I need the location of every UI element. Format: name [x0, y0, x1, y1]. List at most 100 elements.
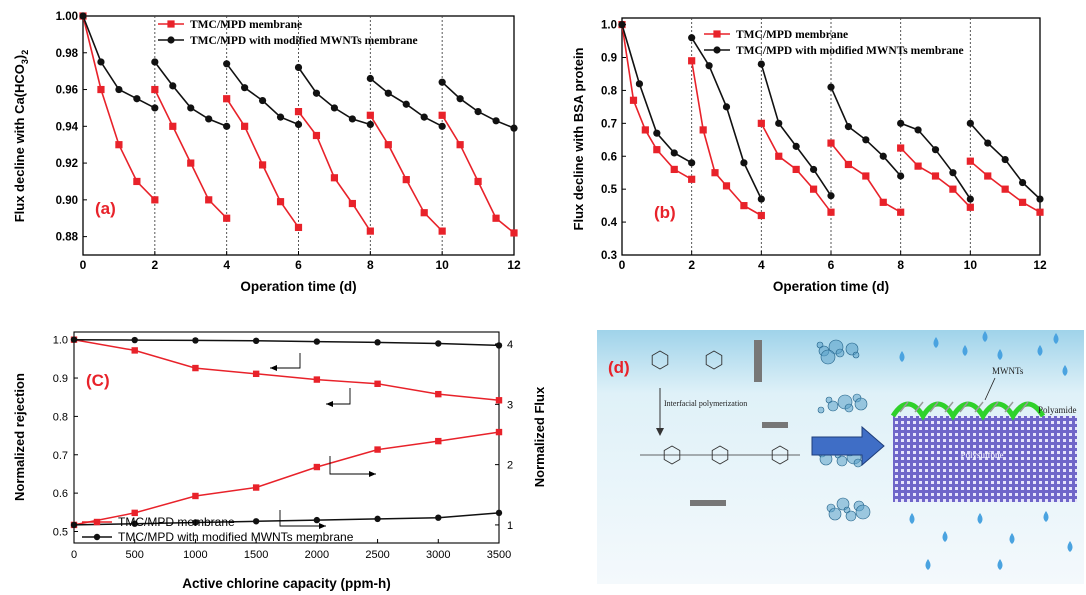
- panel-a-series-mwnts-point: [456, 95, 464, 103]
- panel-a-series-tmc-mpd-point: [312, 131, 321, 140]
- panel-a-ytick-label: 0.98: [56, 48, 79, 60]
- panel-a-xtick-label: 10: [435, 258, 449, 272]
- panel-b-ytick-label: 0.4: [601, 217, 618, 229]
- panel-c-series-mwnts-left-point: [435, 340, 442, 347]
- panel-c-series-mwnts-right-point: [495, 509, 503, 517]
- panel-b-series-tmc-mpd-point: [1018, 198, 1027, 206]
- panel-a-series-mwnts-point: [115, 85, 123, 94]
- panel-a-series-tmc-mpd-point: [241, 122, 249, 130]
- panel-b-series-mwnts-point: [949, 169, 957, 177]
- panel-d-interfacial-label: Interfacial polymerization: [664, 399, 747, 408]
- panel-a-series-mwnts-point: [223, 122, 231, 130]
- panel-a-ytick-label: 0.96: [56, 85, 78, 97]
- panel-b-legend-marker: [713, 30, 721, 38]
- panel-c-series-mwnts-right-point: [131, 520, 138, 527]
- panel-b-series-mwnts-point: [670, 149, 678, 157]
- panel-a-series-mwnts-point: [294, 63, 303, 72]
- panel-a-series-mwnts-point: [151, 58, 159, 66]
- panel-a-series-mwnts-point: [223, 60, 231, 68]
- panel-b-series-tmc-mpd-point: [757, 211, 765, 220]
- panel-d-droplet: [899, 351, 905, 362]
- panel-c-series-mwnts-left-point: [192, 337, 199, 344]
- panel-c-series-tmc-mpd-left-point: [252, 370, 260, 378]
- panel-d-mpd-ring: [705, 350, 723, 370]
- panel-d-nanotube: [1004, 401, 1014, 413]
- panel-b-series-mwnts-point: [722, 103, 731, 111]
- panel-b-series-mwnts-point: [653, 129, 661, 137]
- panel-c-ytick-left-label: 0.5: [53, 526, 68, 538]
- panel-b-series-mwnts-line: [900, 122, 971, 200]
- panel-a-series-tmc-mpd-point: [223, 95, 231, 103]
- panel-d-polyamide-label: Polyamide: [1038, 405, 1077, 415]
- panel-b-series-tmc-mpd-point: [966, 157, 974, 165]
- panel-a-series-tmc-mpd-point: [366, 111, 374, 119]
- panel-c-series-tmc-mpd-right-point: [495, 428, 503, 436]
- panel-a-series-tmc-mpd-point: [420, 209, 428, 217]
- panel-b-series-tmc-mpd-point: [792, 165, 800, 174]
- panel-c-axis-arrowhead: [319, 523, 326, 529]
- panel-d-droplet: [933, 337, 939, 348]
- panel-b-series-mwnts-point: [984, 139, 992, 147]
- panel-d-mwnt-stick: [754, 340, 762, 382]
- panel-b-series-mwnts-point: [844, 123, 853, 131]
- panel-b-legend-label: TMC/MPD with modified MWNTs membrane: [736, 45, 964, 57]
- panel-a-series-tmc-mpd-line: [441, 114, 515, 234]
- panel-c-series-tmc-mpd-right-point: [313, 463, 321, 471]
- panel-b-series-tmc-mpd-point: [757, 119, 765, 127]
- panel-a-series-tmc-mpd-line: [369, 114, 443, 232]
- panel-c-legend-label: TMC/MPD membrane: [118, 515, 235, 529]
- panel-c-series-mwnts-right-point: [252, 518, 260, 525]
- panel-a-series-tmc-mpd-point: [151, 196, 159, 204]
- panel-b-series-tmc-mpd-point: [688, 57, 696, 65]
- panel-a-xtick-label: 12: [507, 258, 521, 272]
- panel-b-series-mwnts-line: [760, 63, 832, 197]
- panel-b-series-mwnts-point: [914, 126, 922, 134]
- panel-a-series-mwnts-point: [205, 115, 213, 123]
- panel-a-series-mwnts-point: [384, 89, 392, 97]
- panel-b-series-tmc-mpd-point: [809, 185, 818, 193]
- panel-a-series-mwnts-point: [79, 12, 87, 20]
- panel-b-series-mwnts-point: [809, 165, 818, 174]
- panel-b-series-mwnts-point: [966, 195, 974, 203]
- panel-d-bubble: [836, 455, 848, 467]
- panel-a-series-tmc-mpd-point: [456, 141, 464, 149]
- panel-b-series-mwnts-point: [705, 62, 713, 70]
- panel-c-ytick-right-label: 3: [507, 399, 513, 411]
- panel-b-series-tmc-mpd-point: [844, 160, 853, 169]
- panel-c-ytick-right-label: 4: [507, 339, 513, 351]
- panel-b-xtick-label: 4: [758, 258, 765, 272]
- panel-c-plot-frame: [73, 331, 500, 544]
- panel-d-droplet: [1062, 365, 1068, 376]
- panel-d-bubble: [855, 504, 871, 520]
- panel-d-reaction-arrowhead: [656, 428, 664, 436]
- panel-b-series-mwnts-point: [1001, 155, 1009, 164]
- panel-a-ytick-label: 1.00: [56, 11, 78, 23]
- panel-b-series-mwnts-point: [775, 119, 783, 127]
- panel-b-ytick-label: 0.5: [601, 184, 618, 196]
- panel-a-series-mwnts-point: [510, 124, 518, 132]
- panel-c-axis-arrow: [326, 388, 351, 405]
- panel-b-ytick-label: 0.8: [601, 85, 618, 97]
- panel-b-series-tmc-mpd-point: [722, 182, 731, 190]
- panel-a-series-tmc-mpd-point: [187, 159, 195, 167]
- panel-a-series-mwnts-point: [133, 95, 141, 103]
- panel-b-series-tmc-mpd-point: [827, 208, 835, 216]
- panel-c-axis-arrowhead: [326, 401, 333, 407]
- panel-a-series-mwnts-line: [441, 81, 515, 129]
- panel-a-series-mwnts-point: [402, 100, 410, 108]
- panel-d-polymer-ring: [663, 445, 681, 465]
- panel-a-series-mwnts-point: [366, 120, 374, 129]
- panel-b-series-tmc-mpd-point: [740, 202, 748, 210]
- panel-c-ytick-left-label: 0.9: [53, 373, 68, 385]
- panel-b-series-mwnts-point: [862, 136, 870, 144]
- panel-b-series-tmc-mpd-point: [966, 203, 974, 211]
- panel-b-xtick-label: 2: [688, 258, 695, 272]
- panel-c-axis-arrow: [279, 510, 326, 527]
- panel-a-series-tmc-mpd-point: [366, 227, 374, 235]
- panel-a-series-mwnts-point: [438, 78, 446, 86]
- panel-d-mwnts-pointer: [984, 377, 996, 401]
- panel-b-ytick-label: 1.0: [601, 20, 617, 32]
- panel-b-series-mwnts-point: [827, 192, 835, 200]
- panel-a-xtick-label: 6: [295, 258, 302, 272]
- panel-c-series-mwnts-left-point: [495, 342, 503, 349]
